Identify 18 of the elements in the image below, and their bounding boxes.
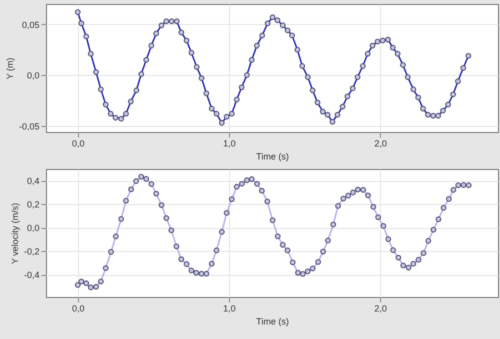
x-tick-label: 0,0: [72, 138, 85, 148]
y-tick-label: -0,05: [18, 121, 40, 132]
y-tick-label: 0,2: [26, 200, 40, 210]
x-axis-title: Time (s): [256, 152, 289, 162]
y-tick-label: 0,05: [22, 20, 40, 30]
x-axis-title: Time (s): [256, 316, 289, 326]
x-tick-label: 1,0: [223, 138, 236, 148]
y-axis-title: Y (m): [4, 58, 15, 80]
y-tick-label: 0,0: [26, 223, 40, 234]
x-tick-label: 1,0: [223, 304, 236, 314]
x-tick-label: 2,0: [374, 138, 387, 148]
x-tick-label: 2,0: [374, 304, 387, 314]
x-tick-label: 0,0: [72, 304, 85, 314]
y-axis-title: Y velocity (m/s): [10, 202, 20, 264]
y-tick-label: 0,4: [26, 176, 40, 186]
y-tick-label: 0,0: [26, 70, 40, 81]
y-tick-label: -0,2: [24, 246, 40, 257]
y-tick-label: -0,4: [24, 270, 40, 280]
